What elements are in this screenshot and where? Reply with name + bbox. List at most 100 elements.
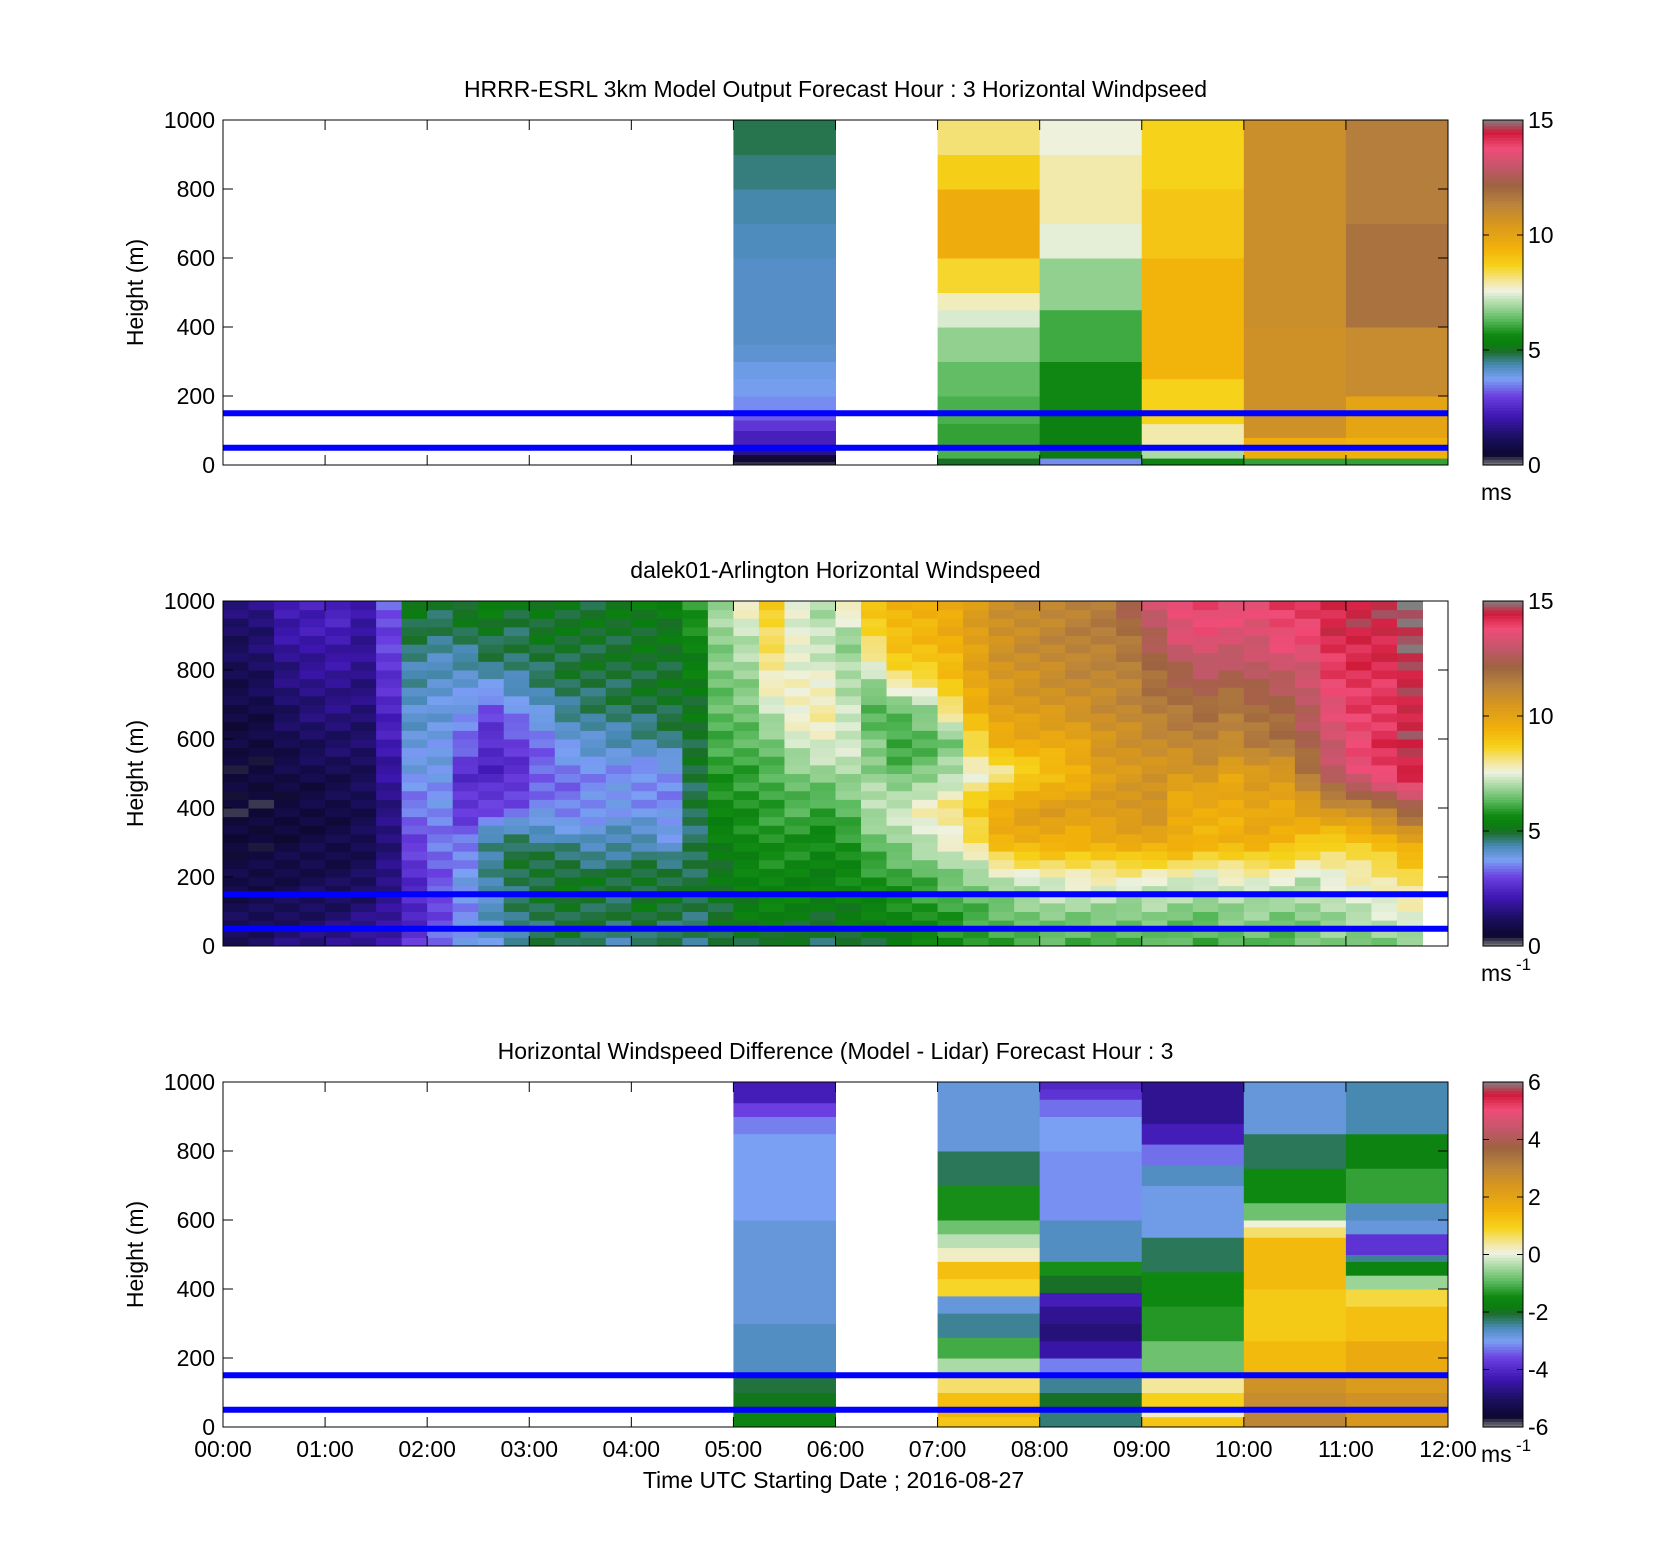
colorbar-segment [1483, 1418, 1523, 1422]
heatmap-cell [376, 601, 403, 611]
colorbar-segment [1483, 1205, 1523, 1210]
heatmap-cell [248, 790, 275, 800]
heatmap-cell [427, 808, 454, 818]
heatmap-cell [274, 937, 301, 947]
heatmap-cell [478, 601, 505, 611]
heatmap-cell [1090, 937, 1117, 947]
heatmap-cell [248, 695, 275, 705]
heatmap-cell [861, 902, 888, 912]
heatmap-cell [1243, 678, 1270, 688]
heatmap-cell [427, 920, 454, 930]
heatmap-cell [401, 652, 428, 662]
heatmap-cell [733, 652, 760, 662]
heatmap-cell [1218, 652, 1245, 662]
colorbar-segment [1483, 390, 1523, 394]
heatmap-cell [733, 877, 760, 887]
heatmap-cell [1243, 739, 1270, 749]
colorbar-segment [1483, 232, 1523, 236]
heatmap-cell [809, 730, 836, 740]
heatmap-cell [682, 730, 709, 740]
colorbar-segment [1483, 1116, 1523, 1120]
heatmap-cell [1371, 713, 1398, 723]
heatmap-cell [1320, 825, 1347, 835]
heatmap-cell [1345, 790, 1372, 800]
heatmap-cell [861, 756, 888, 766]
heatmap-cell [809, 808, 836, 818]
colorbar-segment [1483, 879, 1523, 884]
heatmap-cell [554, 730, 581, 740]
heatmap-cell [707, 816, 734, 826]
colorbar-segment [1483, 361, 1523, 365]
heatmap-cell [835, 885, 862, 895]
heatmap-cell [1039, 120, 1143, 155]
heatmap-cell [988, 661, 1015, 671]
heatmap-cell [478, 721, 505, 731]
heatmap-cell [1065, 670, 1092, 680]
heatmap-cell [1141, 911, 1168, 921]
heatmap-cell [988, 790, 1015, 800]
heatmap-cell [937, 458, 1041, 466]
heatmap-cell [1320, 877, 1347, 887]
heatmap-cell [1090, 920, 1117, 930]
heatmap-cell [325, 713, 352, 723]
heatmap-cell [554, 911, 581, 921]
heatmap-cell [886, 937, 913, 947]
heatmap-cell [733, 868, 760, 878]
heatmap-cell [784, 877, 811, 887]
heatmap-cell [1218, 730, 1245, 740]
heatmap-cell [682, 833, 709, 843]
heatmap-cell [733, 894, 760, 904]
heatmap-cell [1141, 808, 1168, 818]
heatmap-cell [1065, 652, 1092, 662]
heatmap-cell [1141, 704, 1168, 714]
heatmap-cell [809, 721, 836, 731]
heatmap-cell [427, 885, 454, 895]
colorbar-segment [1483, 859, 1523, 864]
heatmap-cell [784, 601, 811, 611]
heatmap-cell [529, 730, 556, 740]
colorbar-segment [1483, 421, 1523, 426]
heatmap-cell [1065, 644, 1092, 654]
heatmap-cell [631, 808, 658, 818]
heatmap-cell [809, 842, 836, 852]
heatmap-cell [1218, 868, 1245, 878]
colorbar-segment [1483, 695, 1523, 700]
heatmap-cell [656, 678, 683, 688]
colorbar-segment [1483, 327, 1523, 331]
heatmap-cell [656, 713, 683, 723]
heatmap-cell [580, 773, 607, 783]
heatmap-cell [1039, 868, 1066, 878]
heatmap-cell [758, 687, 785, 697]
heatmap-cell [1141, 782, 1168, 792]
heatmap-cell [912, 730, 939, 740]
colorbar-segment [1483, 1191, 1523, 1195]
heatmap-cell [784, 644, 811, 654]
heatmap-cell [1320, 911, 1347, 921]
heatmap-cell [350, 756, 377, 766]
heatmap-cell [274, 790, 301, 800]
heatmap-cell [1116, 635, 1143, 645]
heatmap-cell [299, 885, 326, 895]
heatmap-cell [1371, 790, 1398, 800]
heatmap-cell [1116, 842, 1143, 852]
colorbar-segment [1483, 822, 1523, 826]
heatmap-cell [274, 635, 301, 645]
heatmap-cell [529, 851, 556, 861]
colorbar-tick-label: 10 [1528, 703, 1554, 729]
heatmap-cell [733, 420, 836, 431]
heatmap-cell [401, 609, 428, 619]
colorbar-tick-label: 2 [1528, 1184, 1541, 1210]
heatmap-cell [1396, 808, 1423, 818]
colorbar-segment [1483, 1179, 1523, 1184]
heatmap-cell [1039, 361, 1143, 414]
heatmap-cell [988, 618, 1015, 628]
heatmap-cell [1065, 868, 1092, 878]
heatmap-cell [325, 609, 352, 619]
heatmap-cell [784, 859, 811, 869]
heatmap-cell [529, 859, 556, 869]
colorbar-segment [1483, 1398, 1523, 1402]
heatmap-cell [1141, 851, 1168, 861]
colorbar-segment [1483, 174, 1523, 179]
colorbar-segment [1483, 647, 1523, 651]
heatmap-cell [401, 670, 428, 680]
